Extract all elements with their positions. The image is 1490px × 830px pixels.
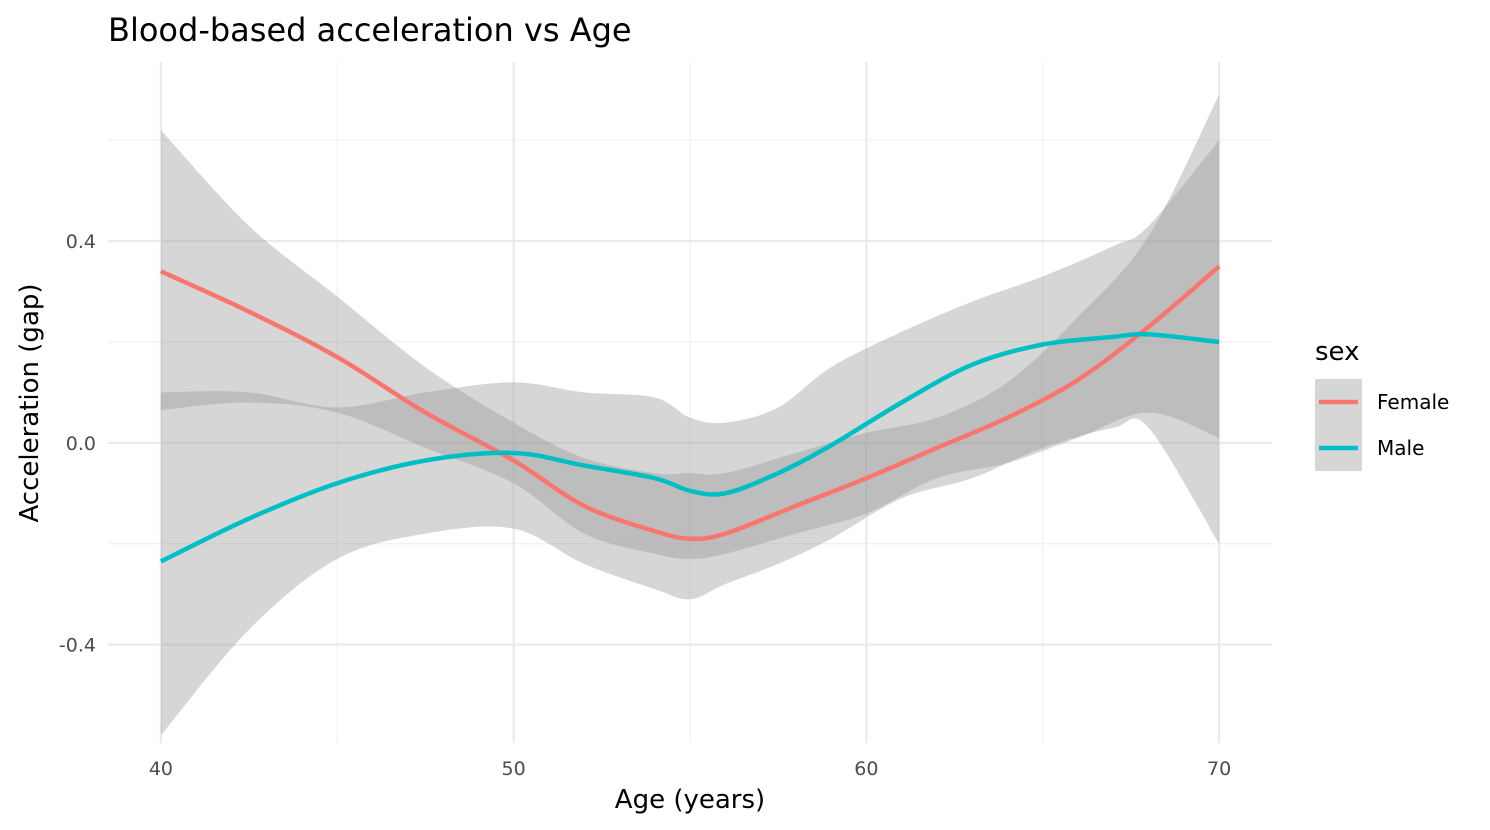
legend-item-female: Female bbox=[1315, 379, 1449, 425]
x-tick-label: 50 bbox=[502, 758, 526, 780]
legend-label: Male bbox=[1377, 436, 1424, 460]
legend-item-male: Male bbox=[1315, 425, 1424, 471]
y-tick-label: 0.4 bbox=[66, 231, 96, 253]
series-lines bbox=[159, 264, 1221, 564]
x-tick-label: 40 bbox=[149, 758, 173, 780]
grid-major bbox=[108, 62, 1272, 743]
x-axis-ticks: 40 50 60 70 bbox=[149, 758, 1231, 780]
y-axis-title: Acceleration (gap) bbox=[15, 283, 45, 522]
confidence-band-male bbox=[160, 140, 1220, 736]
y-axis-ticks: -0.4 0.0 0.4 bbox=[59, 231, 96, 657]
x-tick-label: 60 bbox=[854, 758, 878, 780]
x-axis-title: Age (years) bbox=[615, 785, 765, 815]
grid-minor bbox=[108, 62, 1272, 743]
series-line-male bbox=[159, 331, 1220, 564]
legend-label: Female bbox=[1377, 390, 1449, 414]
y-tick-label: 0.0 bbox=[66, 433, 96, 455]
x-tick-label: 70 bbox=[1207, 758, 1231, 780]
legend: sex Female Male bbox=[1315, 337, 1449, 471]
chart-title: Blood-based acceleration vs Age bbox=[108, 11, 632, 49]
series-line-female bbox=[159, 264, 1221, 542]
legend-title: sex bbox=[1315, 337, 1359, 367]
y-tick-label: -0.4 bbox=[59, 635, 96, 657]
